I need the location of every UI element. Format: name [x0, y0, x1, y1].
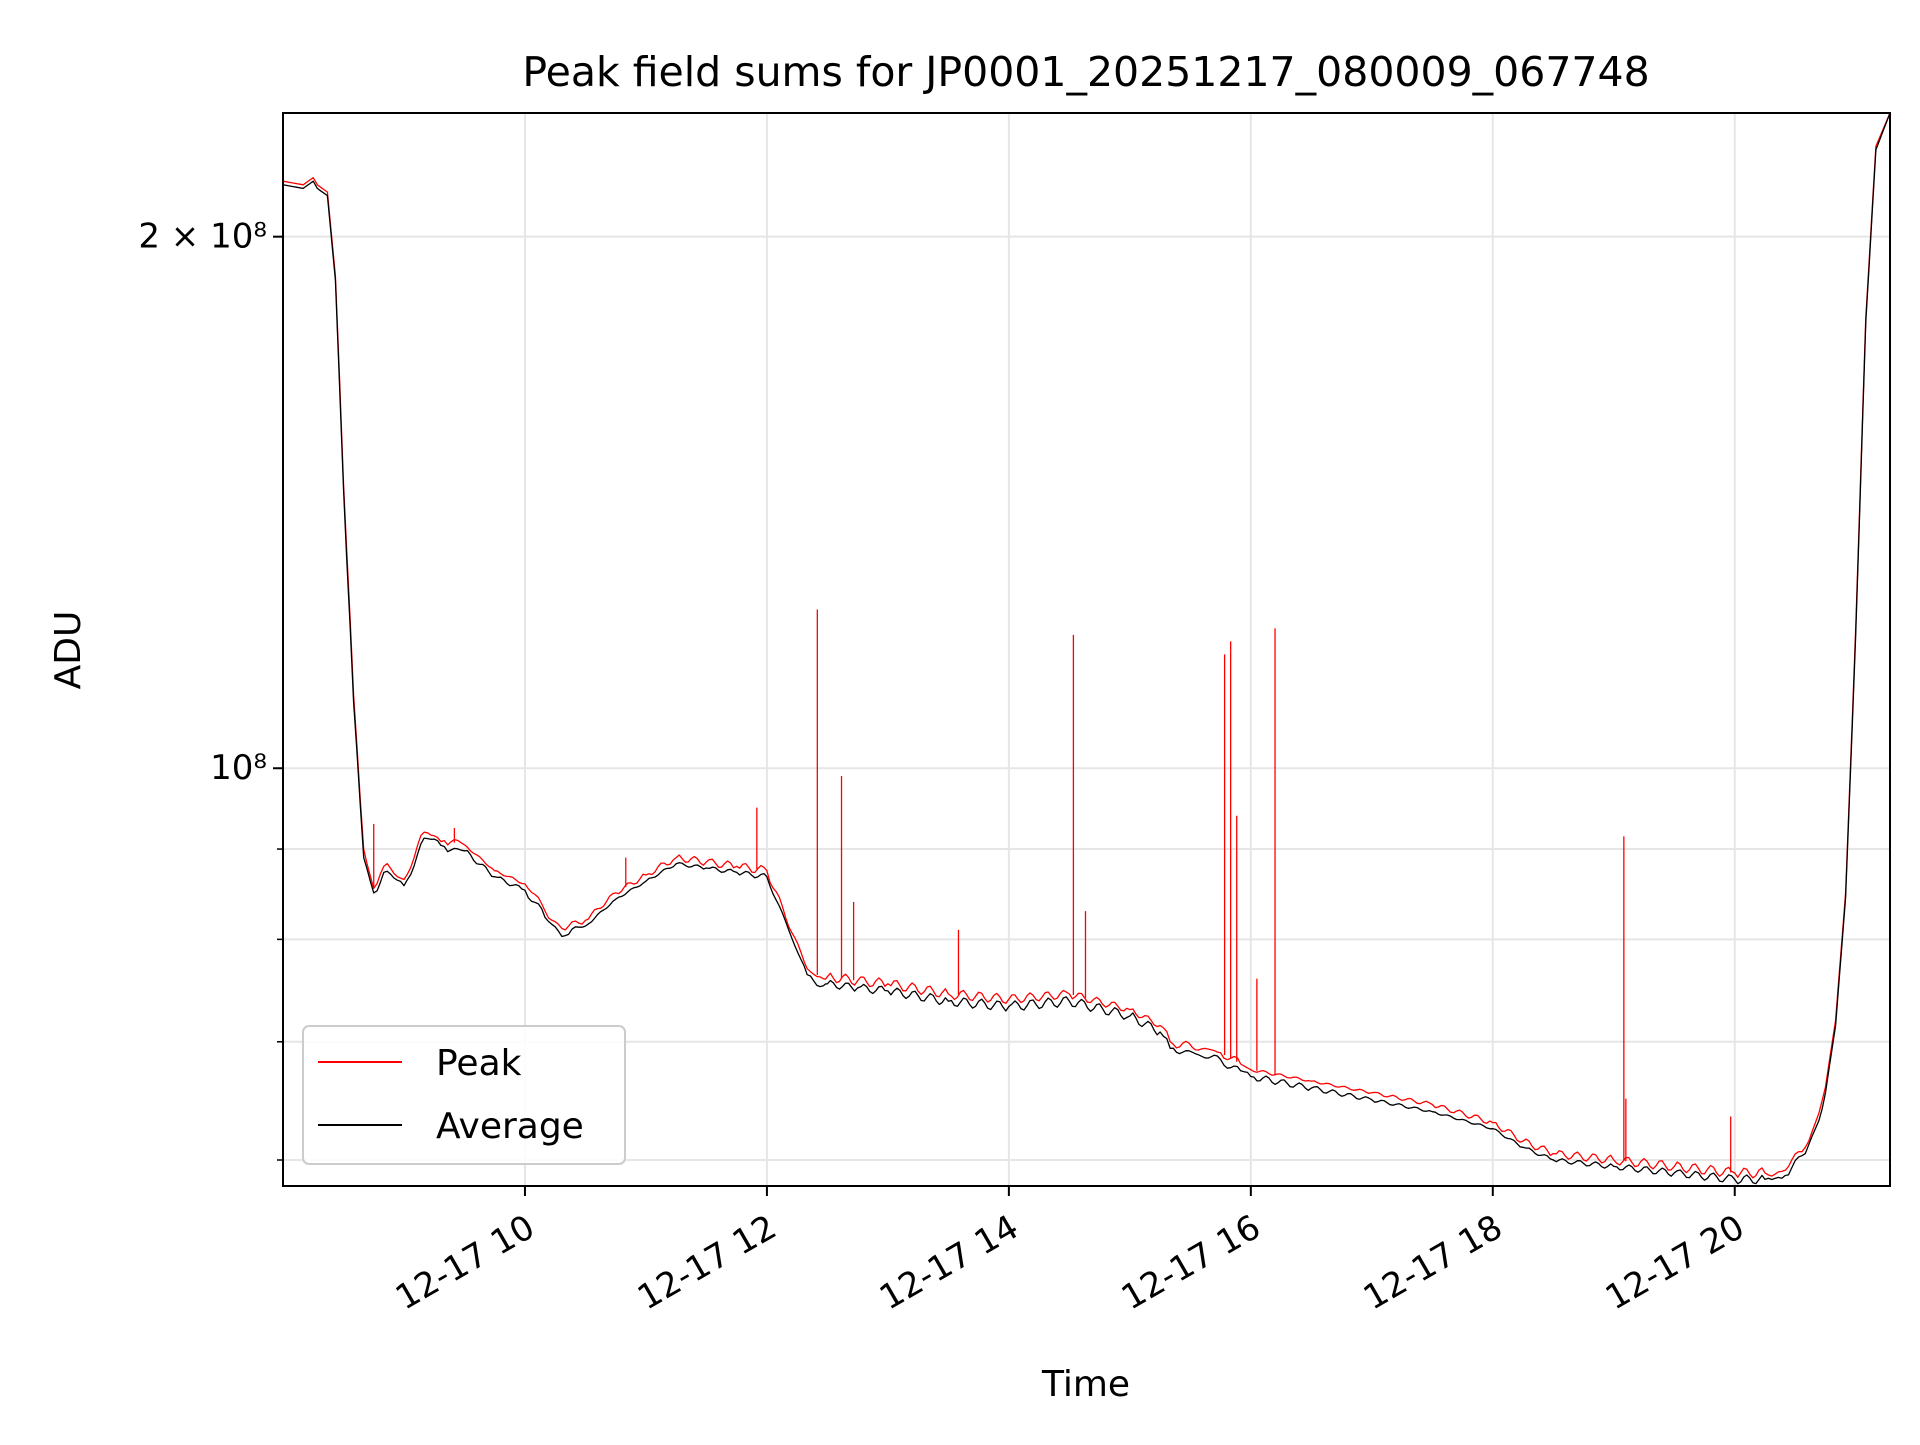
- chart-title: Peak field sums for JP0001_20251217_0800…: [522, 48, 1649, 96]
- legend-box: [302, 1025, 626, 1165]
- x-axis-label: Time: [1041, 1364, 1130, 1405]
- legend-peak-label: Peak: [436, 1043, 522, 1084]
- y-tick-label: 2 × 10⁸: [138, 217, 267, 257]
- grid-layer: [283, 113, 1890, 1186]
- series-layer: [282, 112, 1891, 1185]
- y-tick-label: 10⁸: [210, 748, 267, 788]
- y-axis-label: ADU: [48, 611, 89, 690]
- legend-average-label: Average: [436, 1106, 584, 1147]
- series-line-peak: [282, 112, 1891, 1179]
- legend: Peak Average: [302, 1025, 626, 1165]
- series-line-average: [282, 112, 1891, 1185]
- plot-frame: [282, 112, 1891, 1187]
